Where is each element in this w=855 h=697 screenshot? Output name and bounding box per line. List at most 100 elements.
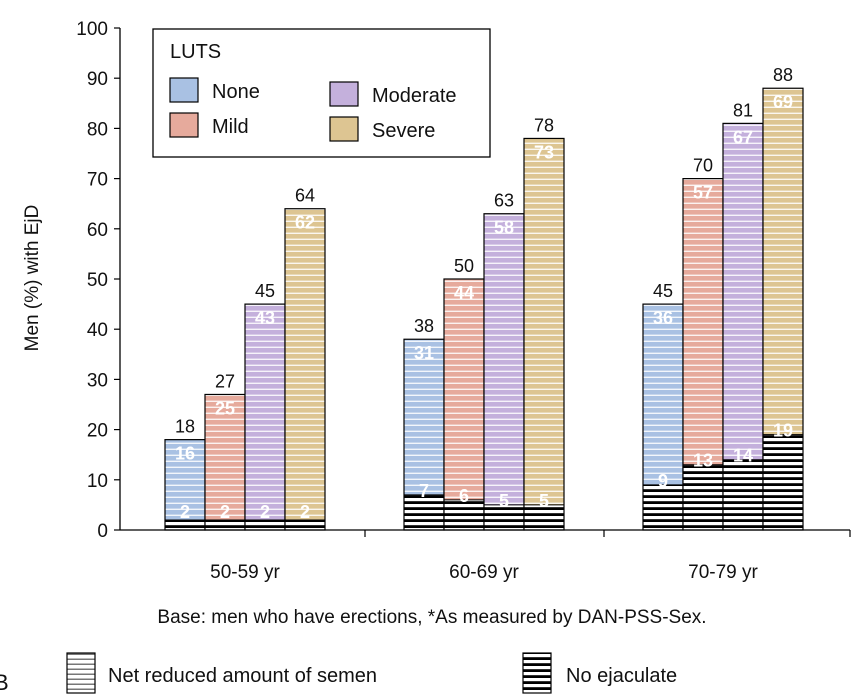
- y-tick-label: 80: [87, 119, 108, 140]
- bar-no-ejaculate: [245, 519, 285, 530]
- y-axis: 0 10 20 30 40 50 60 70 80 90 100: [76, 19, 120, 542]
- bar-reduced-semen-hatch: [245, 304, 285, 520]
- bar-reduced-label: 58: [494, 218, 514, 238]
- y-tick-label: 90: [87, 69, 108, 90]
- y-tick-label: 30: [87, 370, 108, 391]
- legend-item: Moderate: [329, 81, 457, 107]
- legend-item: None: [169, 77, 260, 103]
- legend-item: Severe: [329, 116, 435, 142]
- x-tick-label: 60-69 yr: [449, 562, 519, 583]
- reduced-semen-swatch: [66, 652, 96, 694]
- legend-swatch: [329, 81, 359, 107]
- bar-no-ejaculate: [404, 494, 444, 530]
- legend-label: Moderate: [372, 85, 457, 107]
- bar-reduced-semen-hatch: [643, 304, 683, 485]
- x-tick-label: 50-59 yr: [210, 562, 280, 583]
- bar-reduced-semen-hatch: [524, 138, 564, 505]
- legend-swatch: [329, 116, 359, 142]
- bar-groups: 18 16 2 27 25 2 45 43 2 64 62 2 38 31 7 50 44 6 63 58 5 78 73 5…: [164, 65, 804, 531]
- bar-no-ejaculate: [205, 519, 245, 530]
- bar-total-label: 45: [255, 281, 275, 301]
- bar-reduced-semen-hatch: [763, 88, 803, 435]
- bar-total-label: 88: [773, 65, 793, 85]
- bar-reduced-label: 25: [215, 398, 235, 418]
- bar-no-ejaculate: [285, 519, 325, 530]
- pattern-legend: Net reduced amount of semen No ejaculate: [66, 652, 677, 694]
- bar-reduced-semen-hatch: [404, 339, 444, 495]
- y-tick-label: 40: [87, 320, 108, 341]
- bar-total-label: 45: [653, 281, 673, 301]
- bar-reduced-label: 43: [255, 308, 275, 328]
- y-tick-label: 60: [87, 220, 108, 241]
- bar-no-ejaculate-label: 14: [733, 446, 753, 466]
- bar-group: 38 31 7 50 44 6 63 58 5 78 73 5: [403, 115, 565, 531]
- panel-letter: B: [0, 670, 9, 695]
- reduced-semen-label: Net reduced amount of semen: [108, 665, 377, 687]
- bar-reduced-label: 62: [295, 213, 315, 233]
- bar-reduced-semen-hatch: [205, 394, 245, 520]
- bar-total-label: 63: [494, 191, 514, 211]
- bar-no-ejaculate: [524, 504, 564, 530]
- bar-no-ejaculate: [643, 484, 683, 530]
- bar-reduced-label: 16: [175, 444, 195, 464]
- legend-item: Mild: [169, 112, 249, 138]
- bar-reduced-label: 73: [534, 142, 554, 162]
- legend-label: Severe: [372, 120, 435, 142]
- legend-swatch: [169, 112, 199, 138]
- y-tick-label: 0: [97, 521, 108, 542]
- legend-items: None Mild Moderate Severe: [169, 77, 457, 142]
- bar-total-label: 64: [295, 186, 315, 206]
- x-axis: 50-59 yr 60-69 yr 70-79 yr: [210, 530, 851, 583]
- bar-group: 18 16 2 27 25 2 45 43 2 64 62 2: [164, 186, 326, 531]
- bar-no-ejaculate: [444, 499, 484, 530]
- y-tick-label: 70: [87, 170, 108, 191]
- y-tick-label: 10: [87, 471, 108, 492]
- bar-reduced-label: 57: [693, 183, 713, 203]
- bar-reduced-semen-hatch: [683, 178, 723, 465]
- bar-total-label: 18: [175, 417, 195, 437]
- bar-no-ejaculate-label: 7: [419, 481, 429, 501]
- bar-total-label: 38: [414, 316, 434, 336]
- legend-box: [152, 28, 491, 158]
- legend-swatch: [169, 77, 199, 103]
- bar-no-ejaculate-label: 2: [260, 502, 270, 522]
- bar-no-ejaculate-label: 13: [693, 451, 713, 471]
- no-ejaculate-swatch: [522, 652, 552, 694]
- bar-no-ejaculate-label: 2: [180, 502, 190, 522]
- no-ejaculate-label: No ejaculate: [566, 665, 677, 687]
- x-tick-label: 70-79 yr: [688, 562, 758, 583]
- bar-no-ejaculate-label: 6: [459, 486, 469, 506]
- y-tick-label: 50: [87, 270, 108, 291]
- bar-reduced-label: 36: [653, 308, 673, 328]
- y-axis-label: Men (%) with EjD: [22, 205, 43, 352]
- bar-no-ejaculate-label: 2: [220, 502, 230, 522]
- y-tick-label: 100: [76, 19, 108, 40]
- legend-title: LUTS: [170, 41, 221, 63]
- bar-total-label: 50: [454, 256, 474, 276]
- bar-reduced-semen-hatch: [723, 123, 763, 460]
- bar-reduced-label: 67: [733, 127, 753, 147]
- bar-reduced-label: 69: [773, 92, 793, 112]
- bar-reduced-semen-hatch: [444, 279, 484, 500]
- bar-reduced-semen-hatch: [285, 208, 325, 520]
- bar-reduced-semen-hatch: [484, 213, 524, 505]
- bar-reduced-label: 44: [454, 283, 474, 303]
- bar-total-label: 70: [693, 156, 713, 176]
- footnote: Base: men who have erections, *As measur…: [157, 607, 706, 628]
- bar-no-ejaculate: [683, 464, 723, 530]
- bar-no-ejaculate-label: 2: [300, 502, 310, 522]
- y-tick-label: 20: [87, 421, 108, 442]
- bar-no-ejaculate-label: 19: [773, 421, 793, 441]
- bar-total-label: 81: [733, 100, 753, 120]
- bar-total-label: 27: [215, 371, 235, 391]
- bar-no-ejaculate-label: 5: [499, 491, 509, 511]
- bar-no-ejaculate: [484, 504, 524, 530]
- bar-reduced-semen-hatch: [165, 439, 205, 520]
- legend-label: None: [212, 81, 260, 103]
- bar-no-ejaculate: [763, 434, 803, 530]
- bar-reduced-label: 31: [414, 343, 434, 363]
- legend-label: Mild: [212, 116, 249, 138]
- bar-no-ejaculate-label: 5: [539, 491, 549, 511]
- bar-group: 45 36 9 70 57 13 81 67 14 88 69 19: [642, 65, 804, 531]
